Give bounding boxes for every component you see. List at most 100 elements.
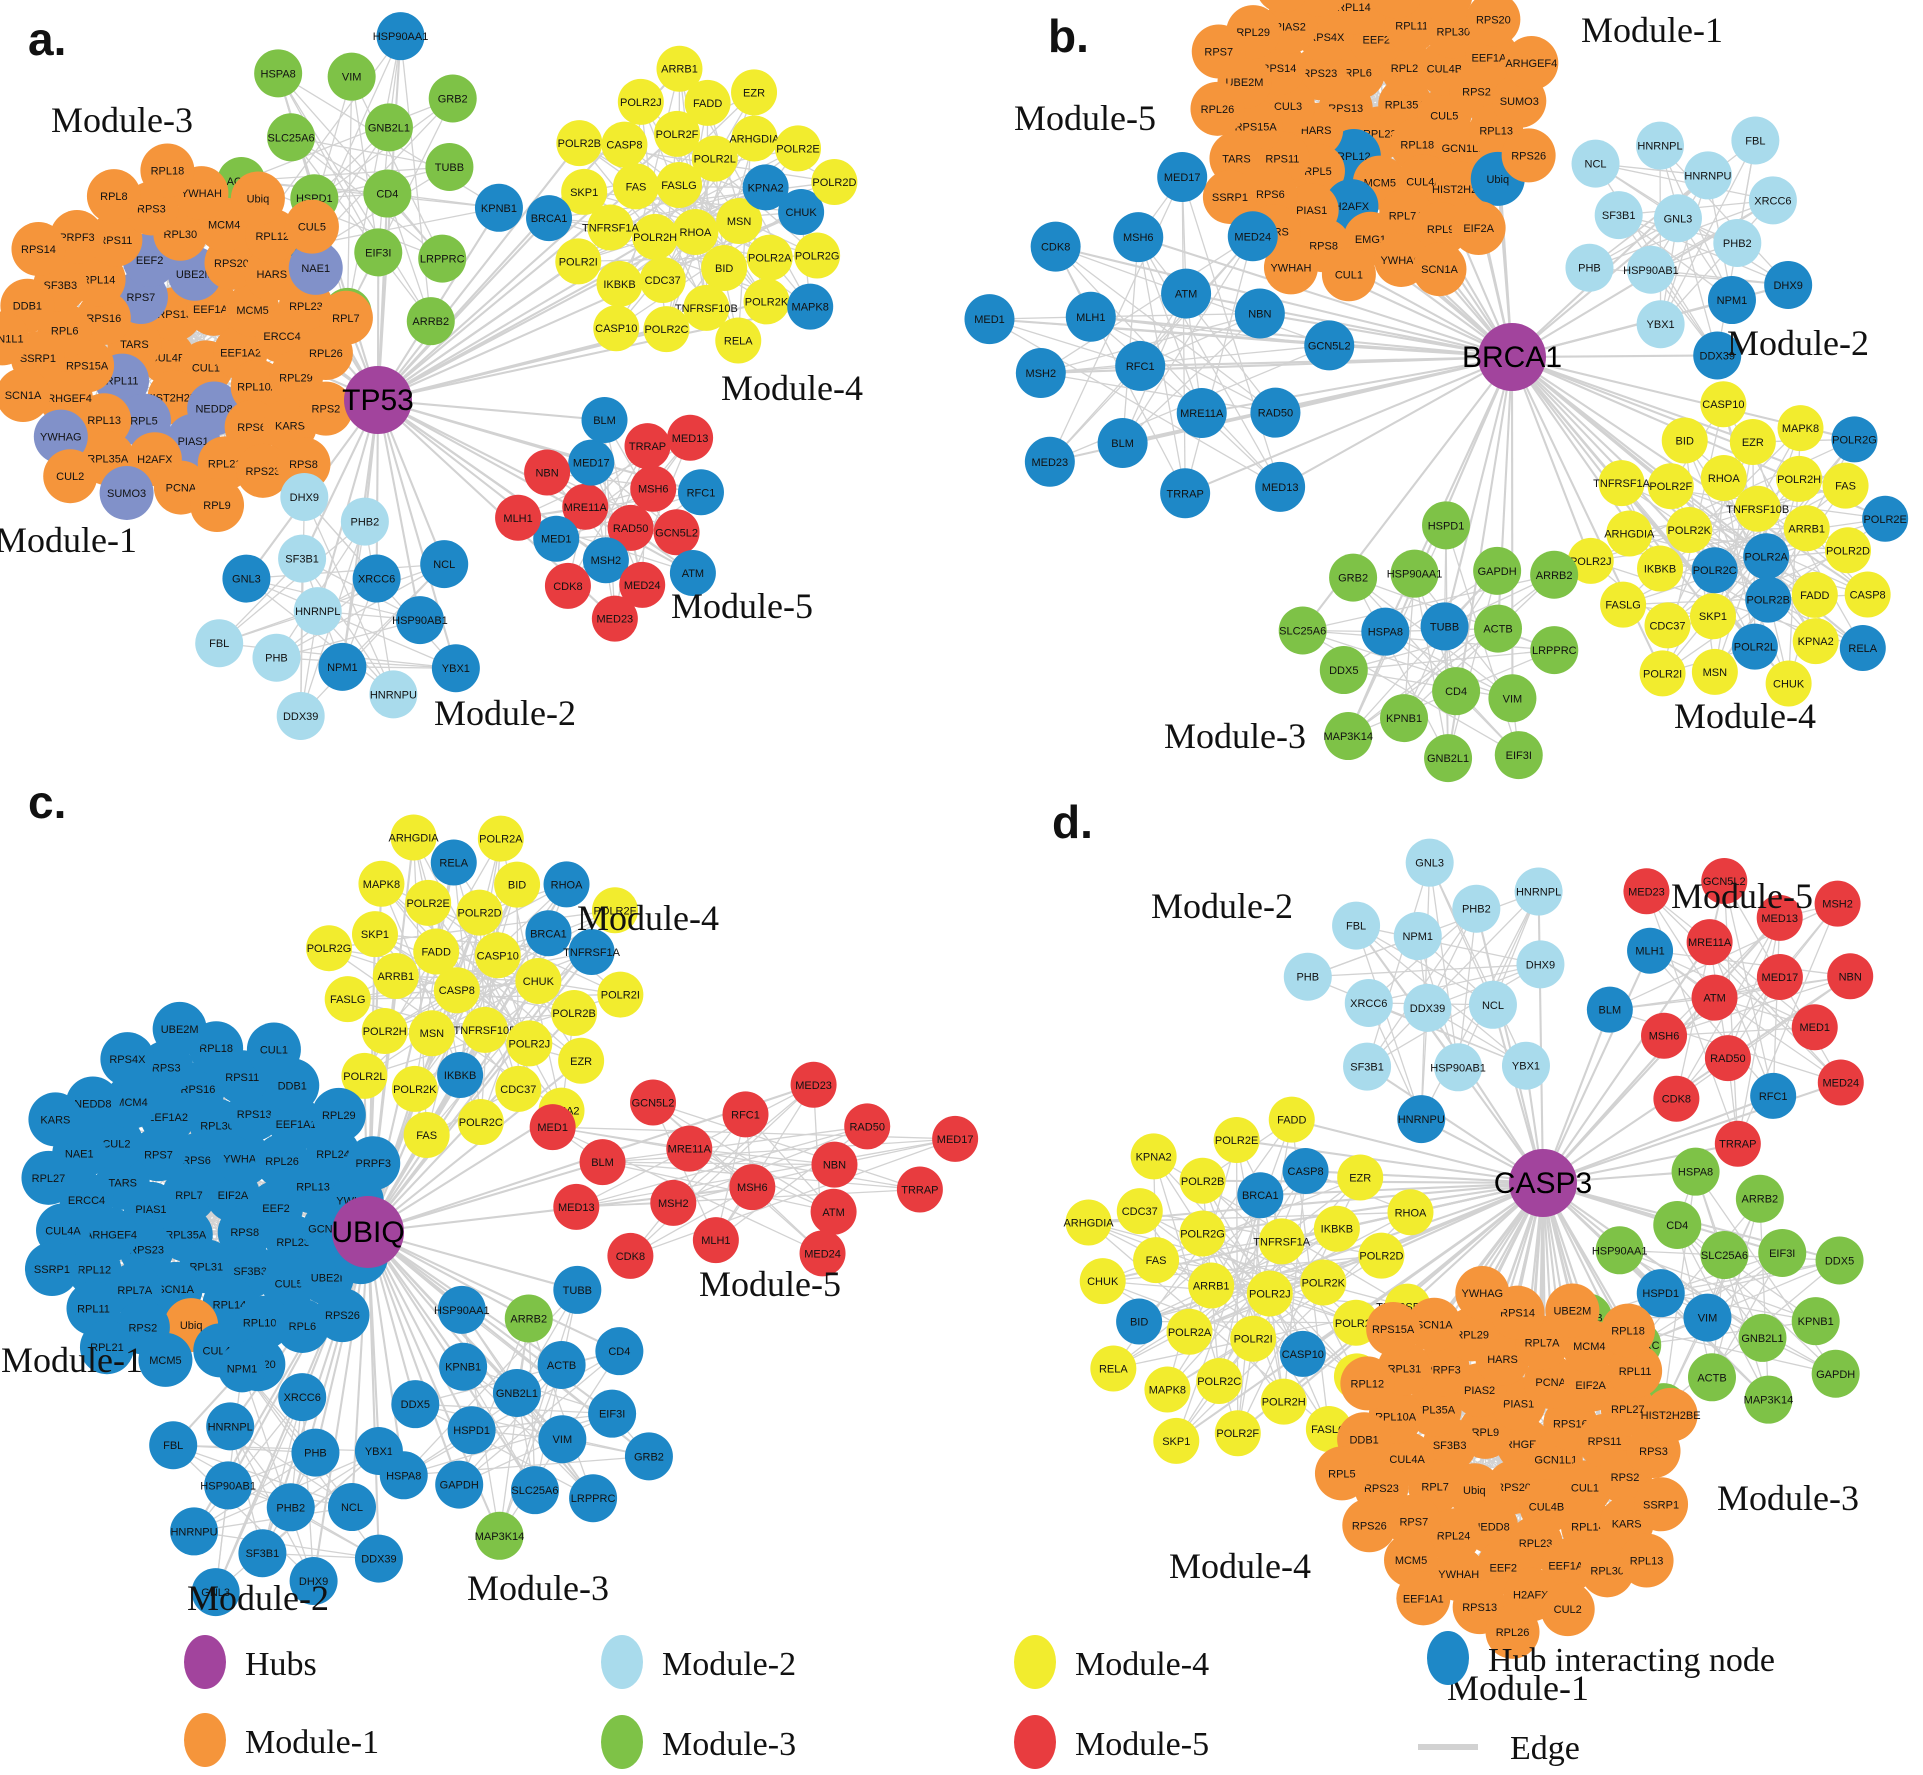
edge: [193, 1530, 380, 1560]
node-label-CDC37: CDC37: [500, 1084, 536, 1096]
node-label-POLR2L: POLR2L: [694, 154, 736, 166]
node-CUL2: [1540, 1582, 1595, 1637]
node-SSRP1: [24, 1242, 79, 1297]
node-label-POLR2I: POLR2I: [1643, 668, 1682, 680]
node-CDC37: [1116, 1188, 1163, 1235]
node-label-POLR2G: POLR2G: [1180, 1228, 1225, 1240]
edge: [1366, 891, 1540, 1068]
node-DDX39: [354, 1534, 403, 1583]
edge: [276, 657, 456, 669]
node-DHX9: [280, 472, 329, 521]
node-label-HSPA8: HSPA8: [261, 68, 296, 80]
module-label-module-1: Module-1: [0, 520, 137, 560]
node-MLH1: [1627, 927, 1674, 974]
edge: [1727, 917, 1781, 1059]
edge: [1660, 1259, 1840, 1294]
edge: [1649, 950, 1842, 1084]
node-POLR2D: [1824, 527, 1871, 574]
node-RPS26: [1501, 128, 1556, 183]
node-POLR2B: [1179, 1157, 1226, 1204]
node-label-ARRB2: ARRB2: [412, 316, 449, 328]
node-DDX39: [1693, 331, 1742, 380]
node-label-NPM1: NPM1: [327, 662, 358, 674]
edge: [377, 398, 605, 422]
edge: [1709, 941, 1842, 1083]
node-label-ACTB: ACTB: [1697, 1372, 1726, 1384]
node-POLR2A: [746, 234, 793, 281]
node-KPNB1: [1791, 1297, 1840, 1346]
node-label-ARHGDIA: ARHGDIA: [388, 832, 439, 844]
node-BRCA1: [526, 195, 573, 242]
node-MED23: [790, 1061, 837, 1108]
node-label-FBL: FBL: [1346, 921, 1366, 933]
node-label-DDB1: DDB1: [1349, 1434, 1378, 1446]
node-label-RPS2: RPS2: [1611, 1472, 1640, 1484]
node-label-RPL18: RPL18: [1400, 140, 1434, 152]
node-label-BRCA1: BRCA1: [1242, 1190, 1279, 1202]
node-CASP8: [601, 121, 648, 168]
node-label-HSPA8: HSPA8: [386, 1470, 421, 1482]
node-label-RPS26: RPS26: [1511, 150, 1546, 162]
panel-a-module-4: RHOA FASLG MSN POLR2H POLR2L BID FAS KPNA2 CDC37…: [526, 45, 858, 364]
node-SKP1: [351, 911, 398, 958]
node-FADD: [1268, 1096, 1315, 1143]
node-RPS7: [1191, 24, 1246, 79]
module-label-module-2: Module-2: [1151, 886, 1293, 926]
node-EEF1A1: [1396, 1571, 1451, 1626]
node-label-RPL6: RPL6: [1344, 67, 1372, 79]
node-LRPPRC: [418, 234, 467, 283]
node-PRPF3: [346, 1136, 401, 1191]
node-label-POLR2D: POLR2D: [458, 908, 502, 920]
node-label-CUL3: CUL3: [1274, 101, 1302, 113]
node-label-ACTB: ACTB: [547, 1360, 576, 1372]
node-label-ARHGEF4: ARHGEF4: [85, 1230, 137, 1242]
node-GCN5L2: [653, 509, 700, 556]
node-label-ATM: ATM: [1175, 289, 1197, 301]
node-label-MED1: MED1: [974, 314, 1005, 326]
node-TNFRSF10B: [461, 1006, 508, 1053]
edge: [1659, 175, 1709, 325]
node-label-DHX9: DHX9: [1526, 959, 1555, 971]
node-HSP90AA1: [376, 12, 425, 61]
node-CDK8: [607, 1232, 654, 1279]
node-GAPDH: [1473, 546, 1522, 595]
node-label-YWHAH: YWHAH: [1438, 1569, 1479, 1581]
node-label-FASLG: FASLG: [1311, 1424, 1346, 1436]
hub-label-TP53: TP53: [342, 384, 414, 417]
edge: [312, 1231, 370, 1582]
node-label-EEF1A2: EEF1A2: [1548, 1560, 1589, 1572]
node-label-POLR2I: POLR2I: [1234, 1334, 1273, 1346]
node-ARHGDIA: [731, 115, 778, 162]
module-label-module-4: Module-4: [1169, 1546, 1311, 1586]
node-label-FADD: FADD: [693, 98, 722, 110]
node-EZR: [558, 1037, 605, 1084]
panel-b-module-4: POLR2A POLR2C TNFRSF10B POLR2B POLR2K ARRB1 SK…: [1567, 381, 1909, 707]
node-label-RPL27: RPL27: [1611, 1404, 1645, 1416]
node-GNL3: [222, 554, 271, 603]
legend-item-module-1: Module-1: [184, 1713, 379, 1767]
node-GCN5L2: [1304, 320, 1355, 371]
node-CASP10: [593, 305, 640, 352]
node-NPM1: [1393, 912, 1442, 961]
node-label-VIM: VIM: [1503, 693, 1523, 705]
node-label-POLR2B: POLR2B: [1181, 1176, 1224, 1188]
node-label-UBE2I: UBE2I: [311, 1273, 343, 1285]
node-label-GCN5L2: GCN5L2: [655, 527, 698, 539]
node-label-TRRAP: TRRAP: [1167, 488, 1204, 500]
node-label-CHUK: CHUK: [1087, 1276, 1119, 1288]
node-label-RPS6: RPS6: [182, 1155, 211, 1167]
node-label-POLR2F: POLR2F: [594, 905, 637, 917]
edge: [1772, 917, 1781, 1096]
node-NAE1: [288, 240, 343, 295]
edge: [1236, 1138, 1544, 1185]
node-label-POLR2K: POLR2K: [1302, 1277, 1346, 1289]
node-label-HSP90AA1: HSP90AA1: [434, 1305, 490, 1317]
node-label-HSP90AB1: HSP90AB1: [1623, 265, 1679, 277]
node-label-RPL11: RPL11: [1619, 1366, 1652, 1378]
node-DDX5: [1815, 1236, 1864, 1285]
node-label-MLH1: MLH1: [503, 513, 532, 525]
panel-a-nodes: CD4HSPD1GNB2L1EIF3ISLC25A6TUBBDDX5VIMLRP…: [0, 12, 858, 740]
node-label-RPL7: RPL7: [332, 313, 360, 325]
node-label-EZR: EZR: [743, 87, 765, 99]
node-GRB2: [428, 74, 477, 123]
